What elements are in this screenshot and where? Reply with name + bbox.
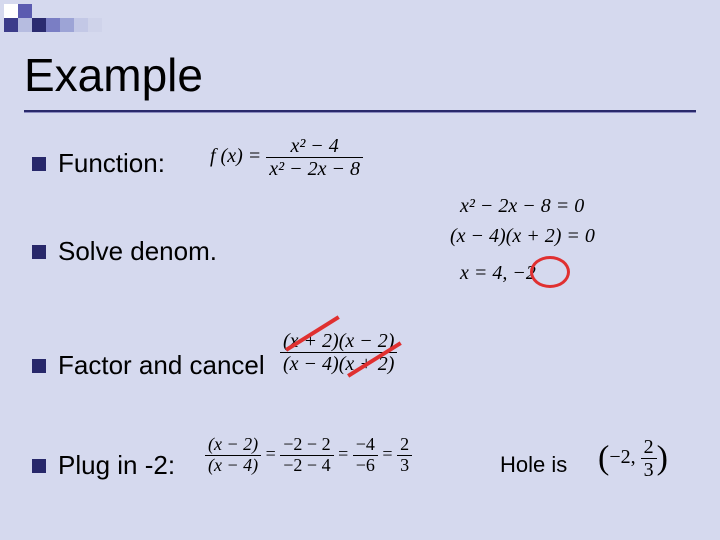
fn-fraction: x² − 4 x² − 2x − 8 xyxy=(266,135,363,180)
deco-square xyxy=(46,18,60,32)
p3d: −6 xyxy=(356,455,375,475)
plug-f2: −2 − 2 −2 − 4 xyxy=(280,435,333,476)
p2d: −2 − 4 xyxy=(283,455,330,475)
solve-line-3: x = 4, −2 xyxy=(460,262,536,285)
bullet-label: Plug in -2: xyxy=(58,450,175,481)
plug-f1: (x − 2) (x − 4) xyxy=(205,435,261,476)
p2n: −2 − 2 xyxy=(283,434,330,454)
p1n: (x − 2) xyxy=(208,434,258,454)
deco-square xyxy=(32,18,46,32)
solve3-pre: x = 4, xyxy=(460,262,512,284)
bullet-factor-cancel: Factor and cancel xyxy=(32,350,265,381)
hole-value: (−2, 2 3 ) xyxy=(598,436,668,481)
hyd: 3 xyxy=(644,459,654,481)
bullet-function: Function: xyxy=(32,148,165,179)
hole-x: −2, xyxy=(609,446,640,468)
hyn: 2 xyxy=(644,436,654,458)
fn-den: x² − 2x − 8 xyxy=(269,158,360,180)
bullet-plug-in: Plug in -2: xyxy=(32,450,175,481)
title-underline xyxy=(24,110,696,113)
bullet-label: Factor and cancel xyxy=(58,350,265,381)
p4d: 3 xyxy=(400,455,409,475)
hole-label: Hole is xyxy=(500,452,567,478)
bullet-solve-denom: Solve denom. xyxy=(32,236,217,267)
equation-plug: (x − 2) (x − 4) = −2 − 2 −2 − 4 = −4 −6 … xyxy=(205,435,412,476)
plug-f3: −4 −6 xyxy=(353,435,378,476)
solve-line-2: (x − 4)(x + 2) = 0 xyxy=(450,225,595,248)
fden-l: (x − 4) xyxy=(283,353,339,375)
bullet-icon xyxy=(32,157,46,171)
deco-square xyxy=(116,18,132,32)
solve-line-1: x² − 2x − 8 = 0 xyxy=(460,195,584,218)
deco-square xyxy=(60,18,74,32)
bullet-icon xyxy=(32,359,46,373)
equation-function: f (x) = x² − 4 x² − 2x − 8 xyxy=(210,135,363,180)
hole-y: 2 3 xyxy=(641,436,657,481)
deco-square xyxy=(4,18,18,32)
deco-square xyxy=(102,18,116,32)
p4n: 2 xyxy=(400,434,409,454)
fn-num: x² − 4 xyxy=(290,135,338,157)
deco-square xyxy=(18,18,32,32)
page-title: Example xyxy=(24,48,203,102)
bullet-label: Function: xyxy=(58,148,165,179)
deco-square xyxy=(88,18,102,32)
deco-square xyxy=(18,4,32,18)
bullet-label: Solve denom. xyxy=(58,236,217,267)
circle-annotation xyxy=(530,256,570,288)
plug-f4: 2 3 xyxy=(397,435,412,476)
deco-square xyxy=(74,18,88,32)
slide-corner-deco xyxy=(0,0,720,40)
p3n: −4 xyxy=(356,434,375,454)
p1d: (x − 4) xyxy=(208,455,258,475)
fn-lhs: f (x) = xyxy=(210,145,266,167)
bullet-icon xyxy=(32,459,46,473)
bullet-icon xyxy=(32,245,46,259)
deco-square xyxy=(4,4,18,18)
